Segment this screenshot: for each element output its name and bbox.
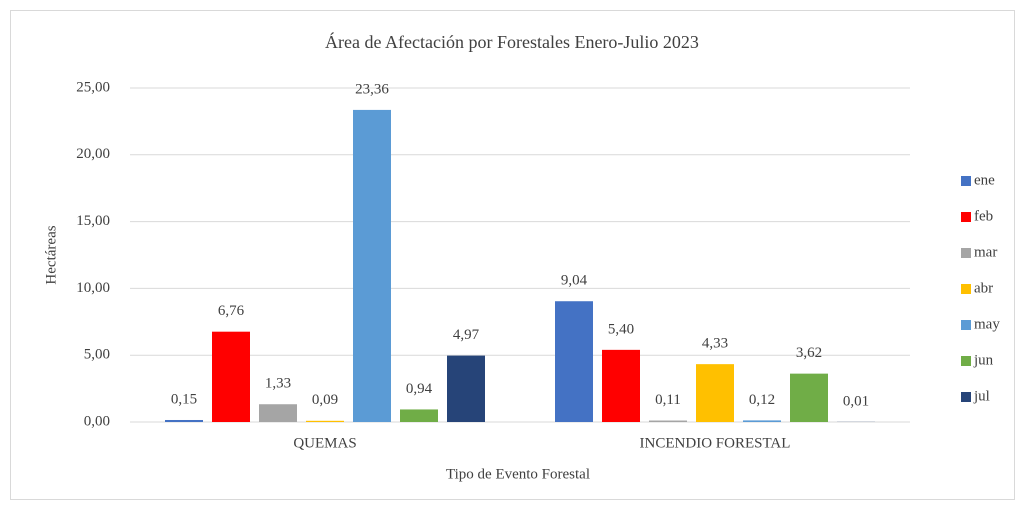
bar [696, 364, 734, 422]
data-label: 0,11 [655, 392, 681, 408]
x-axis-title: Tipo de Evento Forestal [446, 466, 590, 482]
legend-swatch [961, 176, 971, 186]
y-axis-title: Hectáreas [43, 225, 59, 284]
data-label: 0,94 [406, 381, 433, 397]
bar [353, 109, 391, 422]
data-label: 5,40 [608, 321, 634, 337]
bar [447, 355, 485, 422]
data-label: 4,97 [453, 327, 480, 343]
legend-label: feb [974, 208, 993, 224]
x-tick-label: INCENDIO FORESTAL [640, 435, 791, 451]
bar [555, 301, 593, 422]
y-tick-label: 10,00 [76, 280, 110, 296]
legend-swatch [961, 392, 971, 402]
y-tick-label: 25,00 [76, 79, 110, 95]
legend-swatch [961, 248, 971, 258]
legend-label: may [974, 316, 1000, 332]
bar [743, 420, 781, 422]
chart-title: Área de Afectación por Forestales Enero-… [325, 31, 699, 52]
legend-label: abr [974, 280, 993, 296]
bar [649, 420, 687, 422]
bar [165, 419, 203, 422]
legend-swatch [961, 212, 971, 222]
bar [259, 404, 297, 422]
legend-label: ene [974, 172, 995, 188]
y-tick-label: 5,00 [84, 347, 110, 363]
bar [790, 373, 828, 422]
data-label: 3,62 [796, 345, 822, 361]
bar [400, 409, 438, 422]
y-tick-label: 20,00 [76, 146, 110, 162]
legend-label: mar [974, 244, 997, 260]
data-label: 1,33 [265, 376, 291, 392]
chart-frame [10, 10, 1015, 500]
y-tick-label: 0,00 [84, 413, 110, 429]
data-label: 6,76 [218, 303, 245, 319]
legend-swatch [961, 284, 971, 294]
x-tick-label: QUEMAS [293, 435, 356, 451]
bar [602, 349, 640, 422]
legend-label: jun [973, 352, 994, 368]
bar [212, 331, 250, 422]
data-label: 23,36 [355, 81, 389, 97]
data-label: 0,01 [843, 393, 869, 409]
y-tick-label: 15,00 [76, 213, 110, 229]
legend-swatch [961, 356, 971, 366]
legend-swatch [961, 320, 971, 330]
data-label: 9,04 [561, 273, 588, 289]
legend-label: jul [973, 388, 990, 404]
bar [306, 420, 344, 422]
data-label: 0,15 [171, 391, 197, 407]
data-label: 0,09 [312, 392, 338, 408]
data-label: 4,33 [702, 336, 728, 352]
data-label: 0,12 [749, 392, 775, 408]
